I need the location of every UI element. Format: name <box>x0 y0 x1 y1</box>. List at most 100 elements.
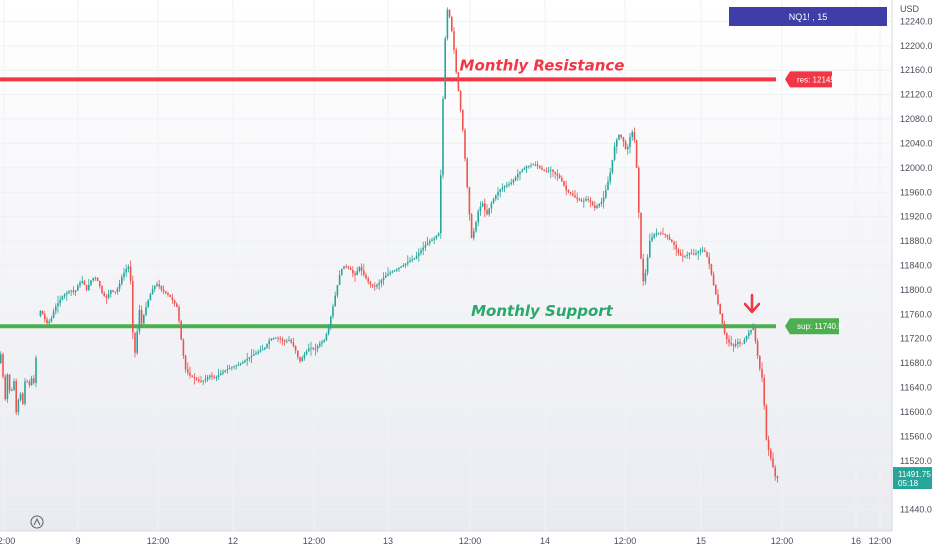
candle-body <box>558 175 561 178</box>
candle-body <box>440 175 442 234</box>
candle-body <box>371 284 374 286</box>
candle-body <box>96 277 99 282</box>
candle-body <box>310 347 312 349</box>
candle-body <box>327 326 330 334</box>
candle-body <box>59 299 61 304</box>
candle-body <box>255 353 257 355</box>
candle-body <box>510 182 512 184</box>
y-tick-label: 12240.00 <box>900 16 932 26</box>
candle-body <box>398 267 400 270</box>
candle-body <box>521 169 523 172</box>
y-tick-label: 11920.00 <box>900 212 932 222</box>
candle-body <box>286 340 288 342</box>
candle-body <box>171 296 174 301</box>
y-tick-label: 12080.00 <box>900 114 932 124</box>
candle-body <box>730 342 732 345</box>
candle-body <box>167 293 169 295</box>
candle-body <box>323 340 325 342</box>
currency-label: USD <box>900 4 920 14</box>
candle-body <box>763 377 765 406</box>
candle-body <box>204 379 207 381</box>
candle-body <box>666 234 669 238</box>
candle-body <box>688 253 691 255</box>
candle-body <box>90 280 92 285</box>
candle-body <box>468 187 471 215</box>
candle-body <box>30 378 33 386</box>
x-tick-label: 12:00 <box>147 536 170 546</box>
candle-body <box>594 205 596 208</box>
candle-body <box>114 291 116 293</box>
candle-body <box>68 291 70 293</box>
candle-body <box>470 214 473 239</box>
candle-body <box>127 266 130 270</box>
candle-body <box>387 273 389 276</box>
candle-body <box>459 90 462 110</box>
candle-body <box>402 265 405 267</box>
x-tick-label: 12:00 <box>614 536 637 546</box>
y-tick-label: 11840.00 <box>900 261 932 271</box>
candle-body <box>424 245 427 248</box>
candle-body <box>706 251 708 257</box>
candle-body <box>277 337 279 339</box>
candle-body <box>508 183 510 185</box>
candle-body <box>316 346 319 349</box>
candle-body <box>484 203 486 210</box>
candle-body <box>367 278 369 282</box>
candle-body <box>690 253 693 255</box>
candle-body <box>418 253 420 256</box>
candle-body <box>752 328 754 331</box>
y-tick-label: 11440.00 <box>900 505 932 515</box>
candle-body <box>640 212 642 259</box>
candle-body <box>369 281 372 285</box>
candle-body <box>70 290 72 292</box>
candle-body <box>627 147 629 150</box>
level-lines <box>0 77 776 329</box>
candle-body <box>649 240 651 258</box>
candle-body <box>257 351 259 354</box>
candle-body <box>6 374 9 400</box>
candle-body <box>624 141 627 150</box>
y-tick-label: 11600.00 <box>900 407 932 417</box>
candle-body <box>429 240 431 244</box>
candle-body <box>198 379 200 381</box>
y-tick-label: 11800.00 <box>900 285 932 295</box>
candle-body <box>644 272 647 282</box>
candle-body <box>66 292 68 295</box>
candle-body <box>723 323 726 334</box>
candle-body <box>602 197 605 202</box>
time-axis-background <box>0 531 932 550</box>
candle-body <box>110 290 112 294</box>
candle-body <box>739 341 741 344</box>
tradingview-logo-icon[interactable] <box>30 515 44 529</box>
candle-body <box>136 331 138 353</box>
candle-body <box>475 222 477 232</box>
candle-body <box>248 357 251 359</box>
candle-body <box>46 319 48 324</box>
symbol-box[interactable] <box>729 7 887 26</box>
candle-body <box>719 303 721 315</box>
candle-body <box>88 284 90 290</box>
candle-body <box>288 340 290 341</box>
candle-body <box>633 131 636 141</box>
candle-body <box>202 380 204 382</box>
candle-body <box>77 285 79 291</box>
candle-body <box>732 344 735 346</box>
candle-body <box>673 242 675 245</box>
y-tick-label: 11760.00 <box>900 309 932 319</box>
support-tag <box>785 318 839 335</box>
candle-body <box>312 347 314 350</box>
candle-body <box>211 375 213 377</box>
candle-body <box>499 189 501 192</box>
candle-body <box>39 310 42 316</box>
candle-body <box>209 375 211 378</box>
candle-body <box>671 239 673 243</box>
candle-body <box>290 340 292 343</box>
candle-body <box>605 190 607 198</box>
candle-body <box>382 277 385 281</box>
candle-body <box>143 315 145 324</box>
candle-body <box>222 371 224 374</box>
candle-body <box>283 340 286 342</box>
candle-body <box>514 177 517 181</box>
candle-body <box>497 191 499 196</box>
candle-body <box>492 198 495 204</box>
